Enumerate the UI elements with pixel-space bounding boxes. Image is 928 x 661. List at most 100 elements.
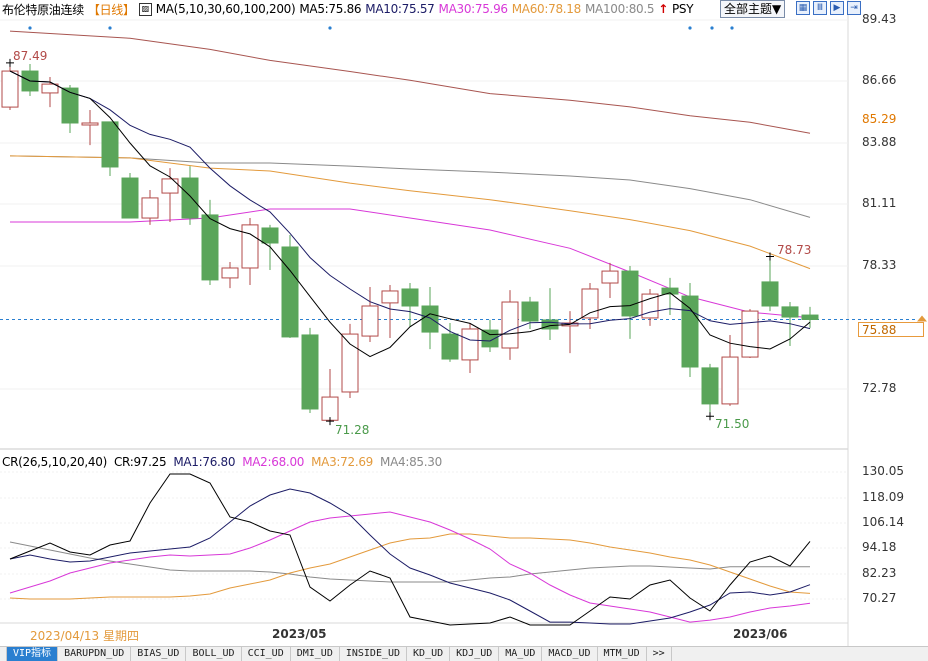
candle-up bbox=[241, 224, 259, 269]
cr-value: CR:97.25 bbox=[113, 455, 167, 469]
candle-down bbox=[181, 177, 199, 219]
cr-ma3-value: MA3:72.69 bbox=[311, 455, 374, 469]
tab-vip[interactable]: VIP指标 bbox=[7, 647, 59, 661]
candle-down bbox=[401, 288, 419, 307]
tab-bar-grip[interactable] bbox=[0, 647, 7, 661]
ma30-value: MA30:75.96 bbox=[438, 2, 509, 16]
candle-up bbox=[341, 333, 359, 393]
tab-kd[interactable]: KD_UD bbox=[407, 647, 451, 661]
indicator-tab-bar: VIP指标 BARUPDN_UD BIAS_UD BOLL_UD CCI_UD … bbox=[0, 646, 928, 661]
ma10-value: MA10:75.57 bbox=[365, 2, 435, 16]
candle-up bbox=[321, 396, 339, 421]
theme-dropdown[interactable]: 全部主题▼ bbox=[720, 0, 786, 18]
candle-down bbox=[441, 333, 459, 360]
cr-tick: 106.14 bbox=[862, 515, 904, 529]
tab-bias[interactable]: BIAS_UD bbox=[131, 647, 187, 661]
candle-up bbox=[141, 197, 159, 219]
high-label-right: 78.73 bbox=[777, 243, 812, 257]
signal-dot bbox=[28, 26, 32, 30]
month-label-june: 2023/06 bbox=[733, 627, 788, 641]
ma60-value: MA60:78.18 bbox=[511, 2, 582, 16]
cr-ma3-line bbox=[9, 533, 811, 600]
candle-down bbox=[261, 227, 279, 244]
ma10-line bbox=[9, 70, 811, 342]
candle-up bbox=[81, 122, 99, 126]
candle-up bbox=[461, 328, 479, 361]
candle-down bbox=[61, 87, 79, 124]
current-price-marker-icon bbox=[917, 315, 927, 322]
price-tick: 86.66 bbox=[862, 73, 897, 87]
candle-down bbox=[541, 319, 559, 330]
price-tick: 83.88 bbox=[862, 135, 897, 149]
price-tick: 81.11 bbox=[862, 196, 897, 210]
candle-down bbox=[801, 314, 819, 320]
candle-down bbox=[781, 306, 799, 318]
ma200-line bbox=[9, 30, 811, 134]
tab-mtm[interactable]: MTM_UD bbox=[598, 647, 647, 661]
exit-icon[interactable]: ⇥ bbox=[847, 1, 861, 15]
cr-header: CR(26,5,10,20,40) CR:97.25 MA1:76.80 MA2… bbox=[2, 454, 442, 470]
candle-down bbox=[761, 281, 779, 307]
psy-label[interactable]: PSY bbox=[671, 2, 694, 16]
price-grid bbox=[0, 19, 918, 600]
cr-tick: 82.23 bbox=[862, 566, 897, 580]
candle-down bbox=[121, 177, 139, 219]
chart-header: 布伦特原油连续 【日线】 ▨ MA(5,10,30,60,100,200) MA… bbox=[2, 1, 694, 17]
candle-down bbox=[201, 214, 219, 281]
extreme-cross-marker bbox=[706, 412, 714, 421]
tab-boll[interactable]: BOLL_UD bbox=[186, 647, 242, 661]
cr-ma4-value: MA4:85.30 bbox=[380, 455, 442, 469]
price-tick: 89.43 bbox=[862, 12, 897, 26]
tab-more[interactable]: >> bbox=[647, 647, 672, 661]
candle-up bbox=[361, 305, 379, 337]
candle-down bbox=[101, 121, 119, 168]
candlesticks bbox=[1, 62, 819, 422]
signal-dot bbox=[730, 26, 734, 30]
cr-ma2-value: MA2:68.00 bbox=[242, 455, 305, 469]
high-label-left: 87.49 bbox=[13, 49, 48, 63]
tab-cci[interactable]: CCI_UD bbox=[242, 647, 291, 661]
price-tick: 78.33 bbox=[862, 258, 897, 272]
ma5-value: MA5:75.86 bbox=[299, 2, 362, 16]
candle-down bbox=[681, 295, 699, 368]
candle-down bbox=[621, 270, 639, 317]
candle-up bbox=[221, 267, 239, 279]
instrument-name: 布伦特原油连续 bbox=[2, 2, 84, 17]
candle-up bbox=[741, 310, 759, 358]
ma100-value: MA100:80.5 bbox=[584, 2, 655, 16]
tab-ma[interactable]: MA_UD bbox=[499, 647, 543, 661]
cr-ma1-value: MA1:76.80 bbox=[173, 455, 236, 469]
play-icon[interactable]: ▶ bbox=[830, 1, 844, 15]
indicator-toggle-icon[interactable]: ▨ bbox=[138, 2, 152, 16]
low-label-right: 71.50 bbox=[715, 417, 750, 431]
signal-dot bbox=[108, 26, 112, 30]
ma5-line bbox=[9, 70, 811, 358]
candle-down bbox=[701, 367, 719, 405]
ma-params: MA(5,10,30,60,100,200) bbox=[155, 2, 296, 16]
tab-barupdn[interactable]: BARUPDN_UD bbox=[58, 647, 132, 661]
candle-up bbox=[721, 356, 739, 405]
up-arrow-icon: ↑ bbox=[658, 2, 668, 16]
signal-dot bbox=[688, 26, 692, 30]
extreme-cross-marker bbox=[326, 417, 334, 426]
current-price-box: 75.88 bbox=[858, 322, 924, 337]
cr-ma2-line bbox=[9, 511, 811, 623]
ma30-line bbox=[10, 208, 811, 319]
extreme-cross-marker bbox=[6, 58, 14, 67]
signal-dot bbox=[328, 26, 332, 30]
columns-icon[interactable]: Ⅲ bbox=[813, 1, 827, 15]
tab-macd[interactable]: MACD_UD bbox=[542, 647, 598, 661]
tab-inside[interactable]: INSIDE_UD bbox=[340, 647, 408, 661]
cr-params: CR(26,5,10,20,40) bbox=[2, 455, 107, 469]
tab-dmi[interactable]: DMI_UD bbox=[291, 647, 340, 661]
candle-down bbox=[421, 305, 439, 333]
ma60-line bbox=[9, 155, 811, 270]
candle-up bbox=[41, 83, 59, 94]
tab-kdj[interactable]: KDJ_UD bbox=[450, 647, 500, 661]
candle-up bbox=[501, 301, 519, 349]
period-label[interactable]: 【日线】 bbox=[87, 2, 135, 17]
grid-icon[interactable]: ▦ bbox=[796, 1, 810, 15]
cr-tick: 118.09 bbox=[862, 490, 904, 504]
candle-down bbox=[661, 287, 679, 295]
